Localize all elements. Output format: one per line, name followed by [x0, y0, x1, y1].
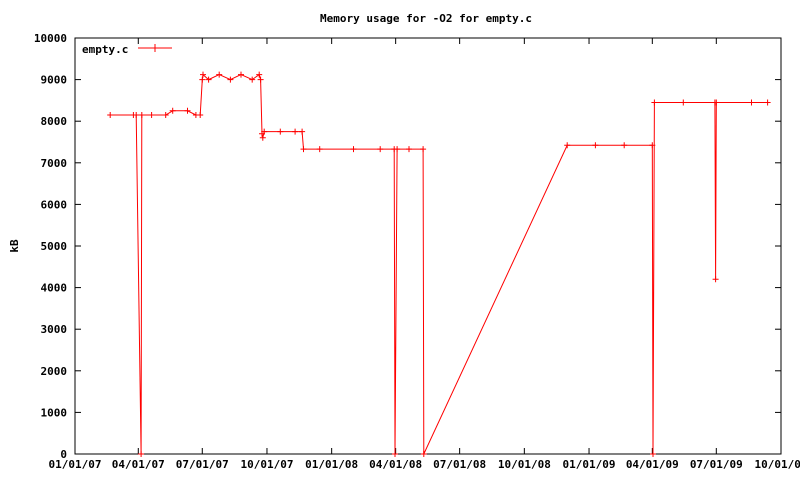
x-tick-label: 04/01/07: [112, 458, 165, 471]
data-point: [133, 112, 140, 118]
data-point: [712, 276, 719, 283]
data-point: [377, 146, 384, 153]
y-tick-label: 6000: [41, 198, 68, 211]
data-point: [261, 128, 268, 135]
data-point: [205, 76, 212, 83]
legend-label: empty.c: [82, 43, 128, 56]
data-point: [564, 142, 571, 149]
y-tick-label: 5000: [41, 240, 68, 253]
data-point: [249, 76, 256, 83]
chart-title: Memory usage for -O2 for empty.c: [320, 12, 532, 25]
y-tick-label: 4000: [41, 282, 68, 295]
y-axis: 0 1000 2000 3000 4000 5000 6000 7000 8000 9000 100…: [34, 32, 781, 461]
x-tick-label: 10/01/07: [240, 458, 293, 471]
y-tick-label: 2000: [41, 365, 68, 378]
y-tick-label: 7000: [41, 157, 68, 170]
data-point: [300, 146, 307, 153]
data-point: [138, 112, 145, 118]
data-point: [197, 112, 204, 118]
data-point: [394, 146, 401, 153]
x-tick-label: 04/01/08: [369, 458, 422, 471]
y-tick-label: 1000: [41, 406, 68, 419]
series-line: [110, 73, 768, 455]
data-point: [199, 76, 206, 83]
data-point: [713, 99, 720, 106]
data-point: [350, 146, 357, 153]
data-point: [227, 76, 234, 83]
data-point: [259, 134, 266, 141]
data-point: [138, 451, 145, 457]
data-point: [257, 76, 264, 83]
data-point: [316, 146, 323, 153]
x-axis: 01/01/07 04/01/07 07/01/07 10/01/07 01/01/08…: [49, 38, 800, 471]
y-tick-label: 8000: [41, 115, 68, 128]
data-point: [406, 146, 412, 153]
series-layer: [107, 71, 771, 457]
data-point: [200, 71, 206, 78]
data-point: [216, 71, 223, 78]
x-tick-label: 01/01/09: [563, 458, 616, 471]
data-point: [107, 112, 114, 118]
legend: empty.c: [82, 43, 172, 56]
x-tick-label: 01/01/08: [305, 458, 358, 471]
y-tick-label: 10000: [34, 32, 67, 45]
data-point: [277, 128, 284, 135]
data-point: [148, 112, 155, 118]
data-point: [162, 112, 169, 118]
data-point: [680, 99, 687, 106]
x-tick-label: 07/01/08: [433, 458, 486, 471]
data-point: [420, 146, 427, 153]
x-tick-label: 07/01/09: [690, 458, 743, 471]
data-point: [256, 71, 263, 78]
data-point: [651, 99, 658, 106]
y-tick-label: 9000: [41, 74, 68, 87]
x-tick-label: 07/01/07: [176, 458, 229, 471]
data-point: [299, 128, 306, 135]
y-tick-label: 3000: [41, 323, 68, 336]
data-point: [748, 99, 755, 106]
data-point: [649, 142, 656, 149]
plot-frame: [74, 37, 782, 455]
x-tick-label: 10/01/08: [498, 458, 551, 471]
x-tick-label: 01/01/07: [49, 458, 102, 471]
legend-marker: [151, 44, 159, 52]
data-point: [169, 107, 176, 114]
data-point: [621, 142, 628, 149]
data-point: [592, 142, 599, 149]
y-axis-label: kB: [8, 239, 21, 253]
y-tick-label: 0: [60, 448, 67, 461]
data-point: [238, 71, 244, 78]
data-point: [420, 451, 427, 457]
x-tick-label: 04/01/09: [626, 458, 679, 471]
data-point: [650, 451, 656, 457]
data-point: [392, 451, 398, 457]
data-point: [184, 107, 191, 114]
data-point: [764, 99, 771, 106]
data-point: [292, 128, 299, 135]
x-tick-label: 10/01/09: [755, 458, 800, 471]
